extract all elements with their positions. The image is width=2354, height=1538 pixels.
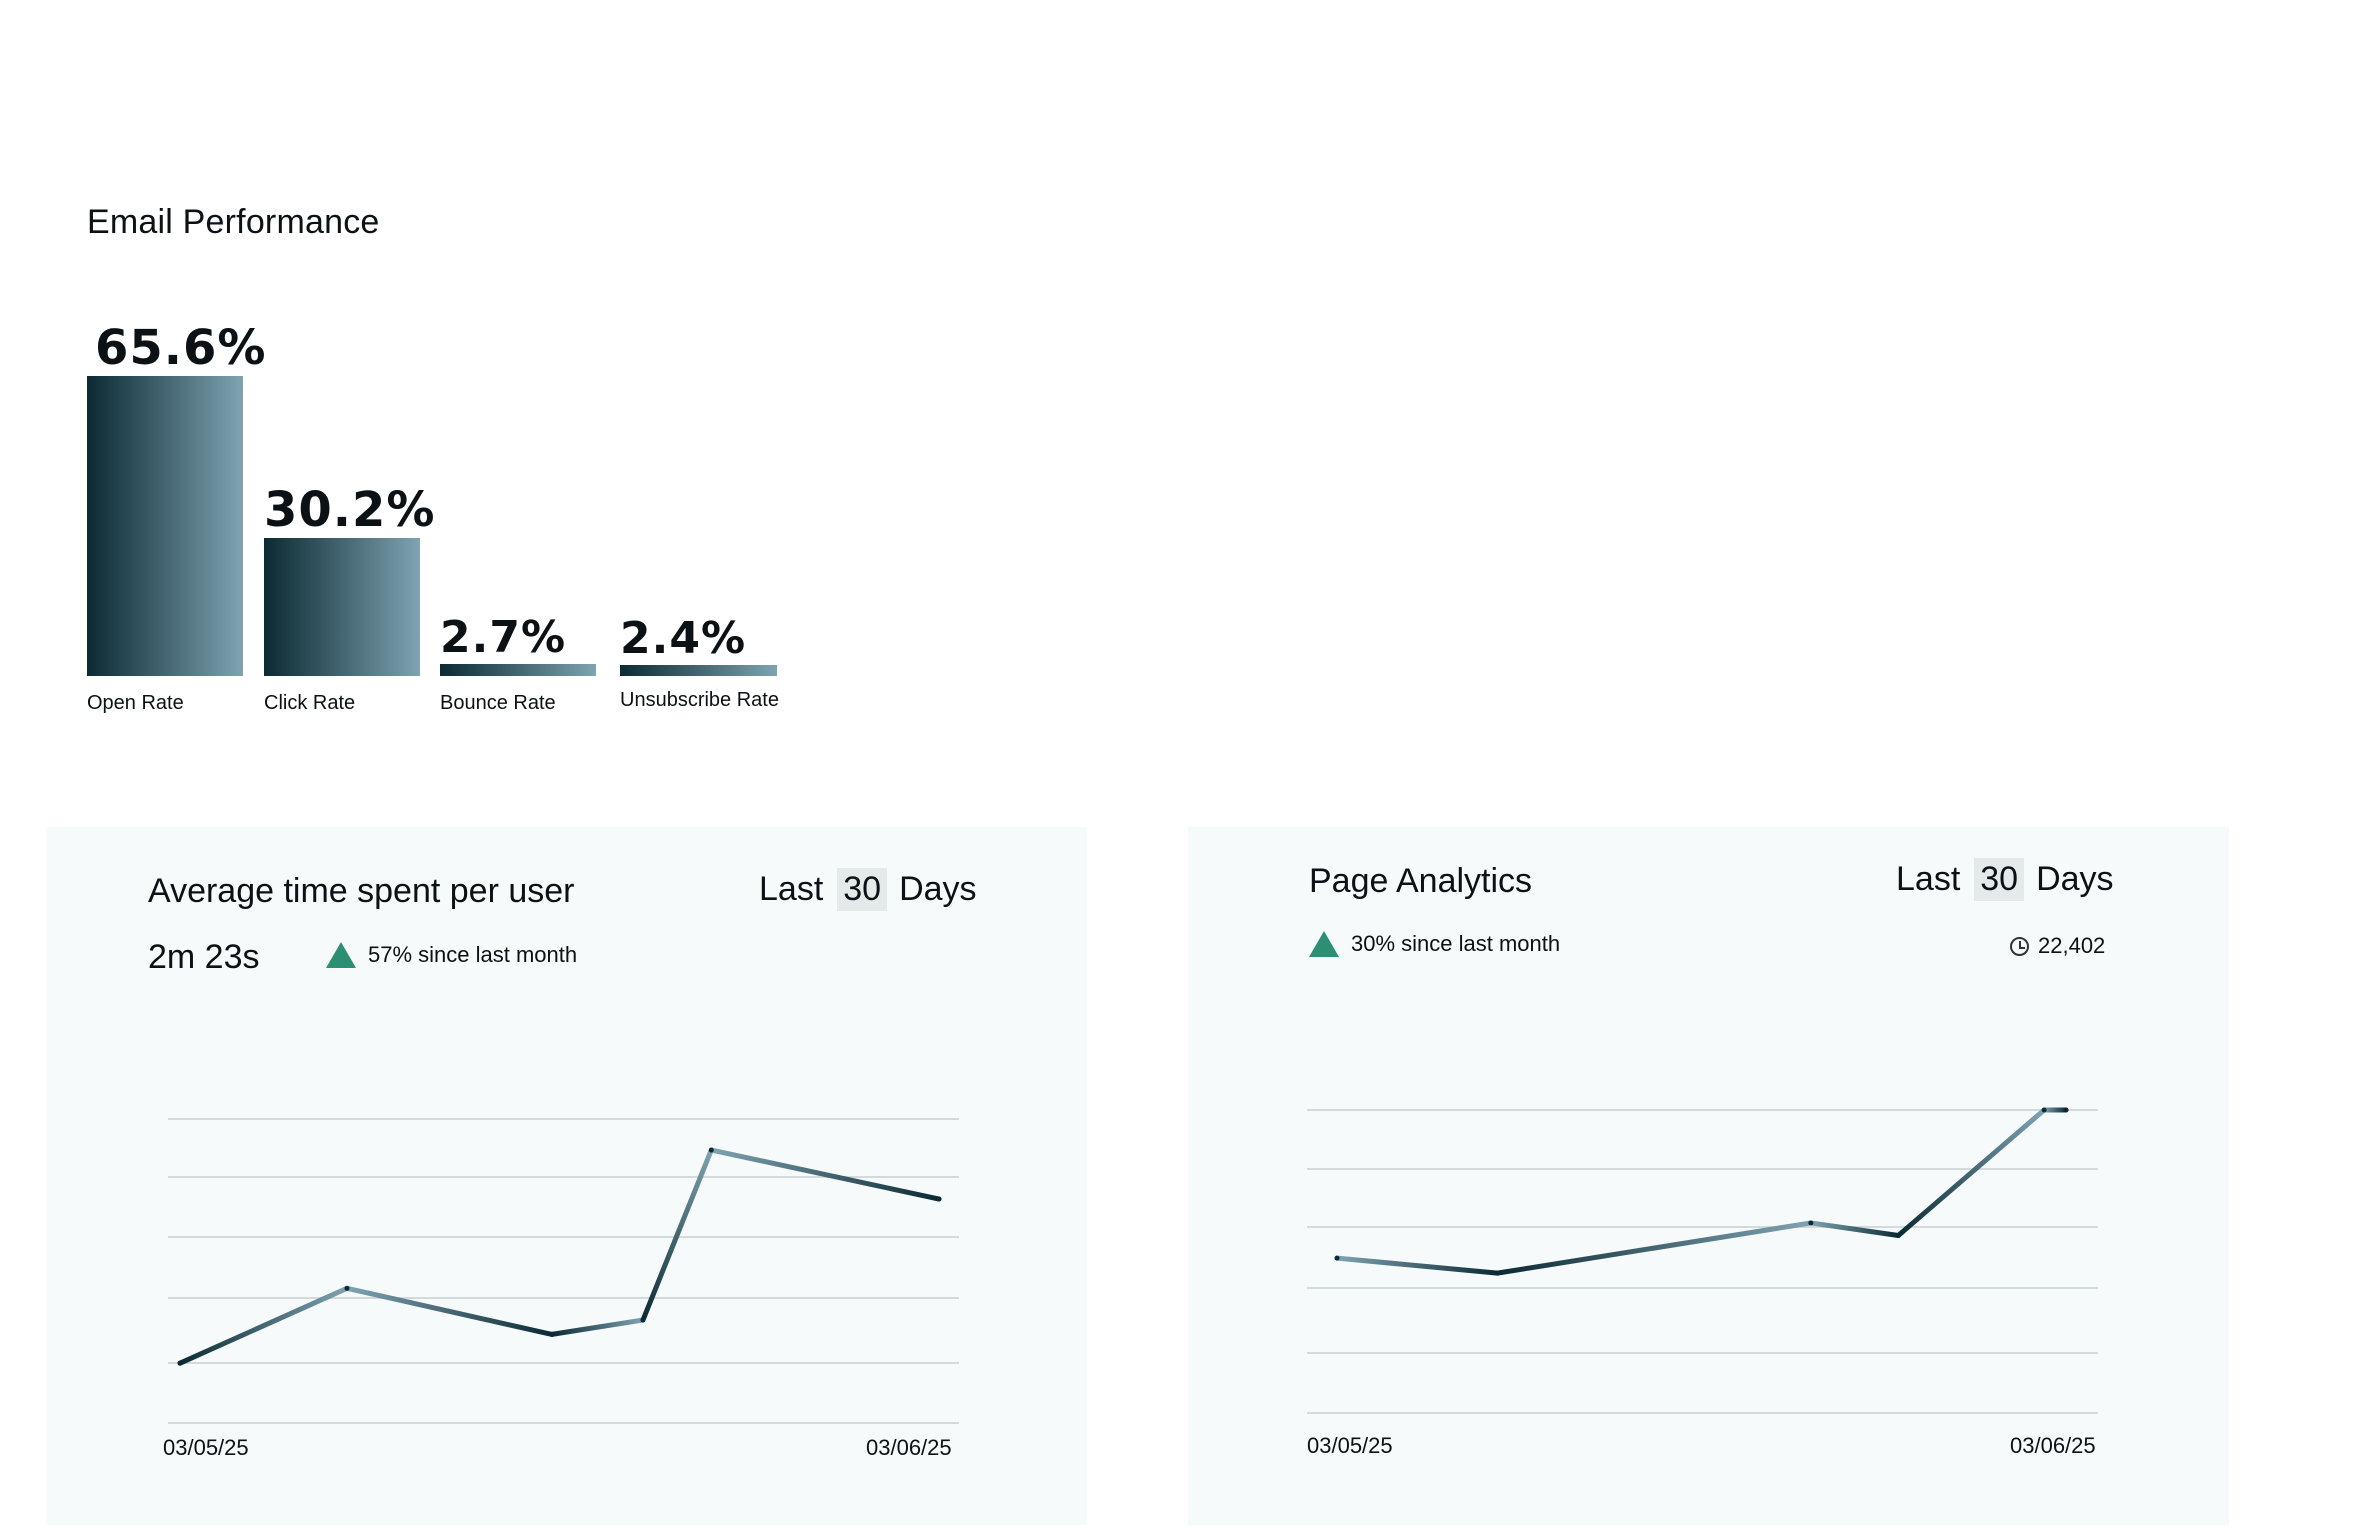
range-value[interactable]: 30: [1974, 858, 2025, 901]
bar-category-label: Unsubscribe Rate: [620, 689, 779, 711]
range-prefix: Last: [759, 870, 824, 908]
trend-up-icon: [1309, 931, 1339, 957]
range-suffix: Days: [2036, 860, 2114, 898]
range-suffix: Days: [899, 870, 977, 908]
avg-time-value: 2m 23s: [148, 938, 260, 976]
data-point: [1895, 1233, 1901, 1238]
x-tick-end: 03/06/25: [866, 1435, 952, 1460]
data-point: [708, 1147, 714, 1153]
bar-category-label: Bounce Rate: [440, 692, 556, 714]
email-performance-title: Email Performance: [87, 203, 380, 241]
data-point: [177, 1360, 183, 1366]
series-line-segment: [640, 1147, 714, 1323]
page-analytics-range-selector[interactable]: Last 30 Days: [1896, 858, 2114, 901]
page-analytics-card: Page Analytics Last 30 Days 30% since la…: [1188, 827, 2229, 1525]
page-views: 22,402: [2010, 933, 2105, 959]
bar-value-label: 30.2%: [264, 481, 436, 538]
bar-click-rate: [264, 537, 420, 676]
bar-category-label: Open Rate: [87, 692, 184, 714]
bar-open-rate: [87, 376, 243, 676]
data-point: [1334, 1255, 1340, 1261]
avg-time-card: Average time spent per user Last 30 Days…: [46, 827, 1087, 1525]
delta-text: 30% since last month: [1351, 931, 1561, 956]
data-point: [1494, 1270, 1500, 1276]
bar-value-label: 2.4%: [620, 613, 747, 665]
delta-text: 57% since last month: [368, 942, 578, 967]
series-line-segment: [549, 1317, 646, 1337]
series-line-segment: [708, 1147, 942, 1202]
avg-time-title: Average time spent per user: [148, 872, 575, 910]
data-point: [936, 1196, 942, 1202]
x-tick-end: 03/06/25: [2010, 1433, 2096, 1458]
bar-value-label: 2.7%: [440, 611, 567, 663]
views-count: 22,402: [2038, 933, 2106, 958]
trend-up-icon: [326, 942, 356, 968]
bar-unsubscribe-rate: [620, 665, 777, 676]
avg-time-delta: 57% since last month: [326, 942, 577, 968]
data-point: [2063, 1107, 2069, 1113]
data-point: [344, 1285, 350, 1291]
x-tick-start: 03/05/25: [163, 1435, 249, 1460]
series-line-segment: [1895, 1107, 2047, 1238]
page-analytics-title: Page Analytics: [1309, 862, 1533, 900]
series-line-segment: [1494, 1220, 1814, 1276]
avg-time-line-chart: [168, 1118, 959, 1424]
range-prefix: Last: [1896, 860, 1961, 898]
data-point: [640, 1317, 646, 1323]
range-value[interactable]: 30: [837, 868, 888, 911]
page-analytics-delta: 30% since last month: [1309, 931, 1560, 957]
series-line-segment: [177, 1285, 350, 1366]
data-point: [549, 1331, 555, 1337]
series-line-segment: [1808, 1220, 1901, 1238]
bar-category-label: Click Rate: [264, 692, 356, 714]
data-point: [1808, 1220, 1814, 1226]
series-line-segment: [344, 1285, 555, 1337]
bar-bounce-rate: [440, 663, 596, 676]
series-line-segment: [1334, 1255, 1500, 1276]
page-analytics-line-chart: [1307, 1107, 2098, 1414]
avg-time-range-selector[interactable]: Last 30 Days: [759, 868, 977, 911]
x-tick-start: 03/05/25: [1307, 1433, 1393, 1458]
bar-value-label: 65.6%: [95, 320, 267, 376]
data-point: [2041, 1107, 2047, 1113]
clock-icon: [2010, 936, 2029, 956]
